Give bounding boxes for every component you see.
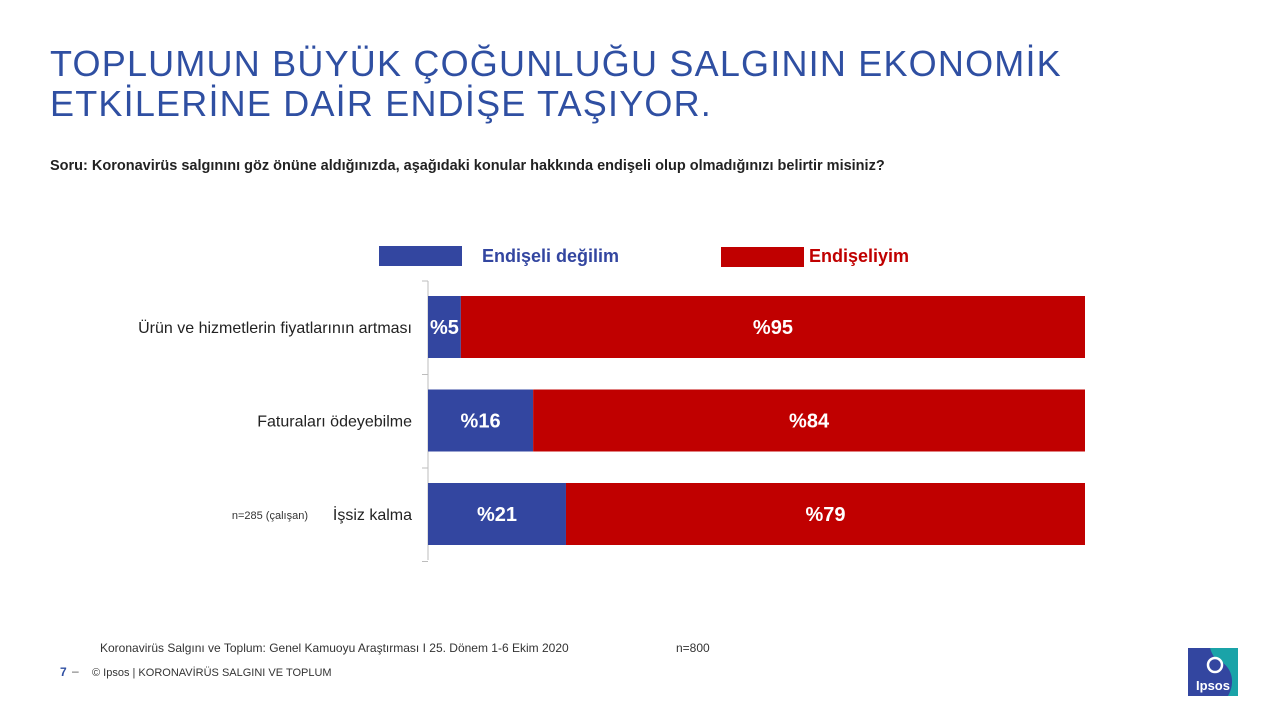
logo-text: Ipsos: [1196, 678, 1230, 693]
chart-axis: [422, 280, 429, 562]
bar-value-label: %16: [461, 411, 501, 433]
footer-sample-size: n=800: [676, 641, 710, 655]
bar-not-worried: [428, 296, 461, 358]
legend-label-worried: Endişeliyim: [809, 246, 910, 266]
survey-question: Soru: Koronavirüs salgınını göz önüne al…: [50, 158, 885, 174]
page-number: 7: [60, 665, 67, 679]
bar-worried: [565, 483, 1085, 545]
bar-value-label: %95: [753, 317, 793, 339]
chart-labels: %5 %95 Ürün ve hizmetlerin fiyatlarının ar…: [138, 317, 845, 526]
page-number-dash: –: [72, 664, 79, 678]
bar-value-label: %5: [430, 317, 459, 339]
bar-value-label: %79: [805, 504, 845, 526]
bar-not-worried: [428, 389, 534, 452]
bar-not-worried: [428, 483, 566, 545]
logo-ring: [1206, 656, 1224, 674]
bar-worried: [533, 389, 1085, 452]
legend-label-not-worried: Endişeli değilim: [482, 246, 620, 266]
bar-value-label: %84: [789, 411, 830, 433]
bar-worried: [460, 296, 1086, 358]
category-label: İşsiz kalma: [333, 505, 412, 524]
logo-teal-shape: [1210, 648, 1238, 696]
page-title-line-1: TOPLUMUN BÜYÜK ÇOĞUNLUĞU SALGININ EKONOM…: [50, 43, 1062, 84]
bar-value-label: %21: [477, 504, 517, 526]
legend-swatch-worried: [721, 247, 804, 267]
category-note: n=285 (çalışan): [232, 510, 308, 522]
chart-bars: [428, 296, 1086, 545]
footer-copyright: © Ipsos | KORONAVİRÜS SALGINI VE TOPLUM: [92, 667, 332, 679]
footer-source: Koronavirüs Salgını ve Toplum: Genel Kam…: [100, 641, 569, 655]
page-title-line-2: ETKİLERİNE DAİR ENDİŞE TAŞIYOR.: [50, 83, 713, 124]
legend-swatch-not-worried: [379, 246, 462, 266]
category-label: Ürün ve hizmetlerin fiyatlarının artması: [138, 319, 412, 337]
category-label: Faturaları ödeyebilme: [257, 414, 412, 431]
ipsos-logo: Ipsos: [1188, 648, 1238, 696]
page-title: TOPLUMUN BÜYÜK ÇOĞUNLUĞU SALGININ EKONOM…: [50, 44, 1200, 124]
